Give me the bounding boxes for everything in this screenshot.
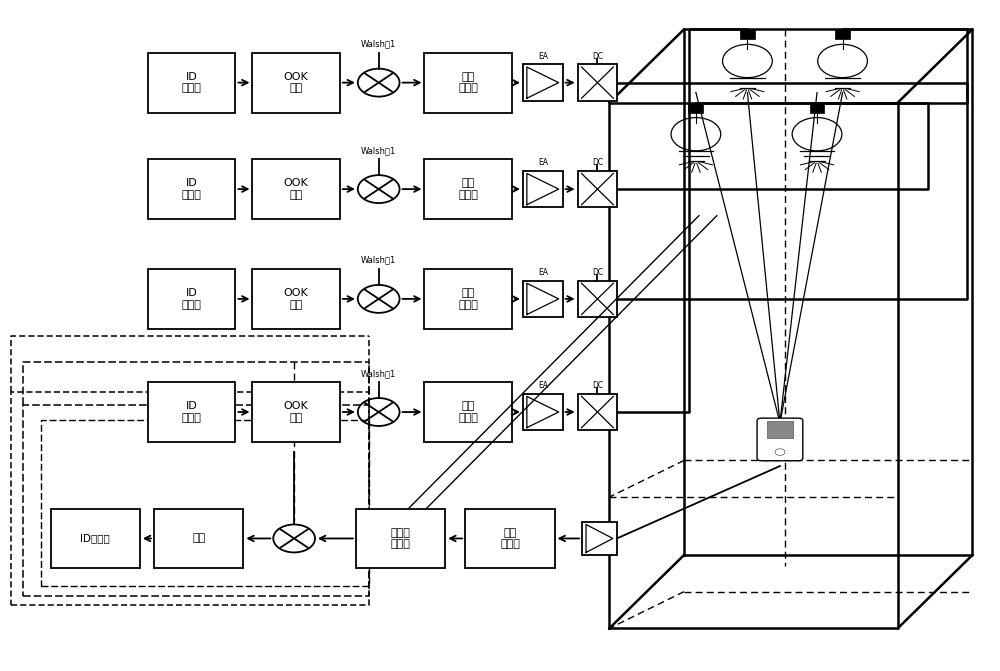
FancyBboxPatch shape (356, 509, 445, 568)
FancyBboxPatch shape (148, 53, 235, 113)
Text: 自适应
滤波器: 自适应 滤波器 (391, 527, 410, 550)
FancyBboxPatch shape (810, 103, 824, 113)
Text: DC: DC (592, 381, 603, 391)
Text: OOK
调制: OOK 调制 (284, 401, 309, 423)
FancyBboxPatch shape (252, 269, 340, 329)
Text: Walsh码1: Walsh码1 (361, 40, 396, 48)
FancyBboxPatch shape (582, 522, 617, 555)
Text: EA: EA (538, 381, 548, 391)
Text: 低通
滤波器: 低通 滤波器 (458, 72, 478, 93)
Text: 解调: 解调 (192, 533, 205, 544)
Text: ID信息流: ID信息流 (80, 533, 110, 544)
Text: DC: DC (592, 158, 603, 167)
Text: 窄带
滤波器: 窄带 滤波器 (500, 527, 520, 550)
FancyBboxPatch shape (523, 171, 563, 207)
FancyBboxPatch shape (767, 421, 793, 438)
FancyBboxPatch shape (148, 159, 235, 219)
FancyBboxPatch shape (424, 382, 512, 442)
Text: EA: EA (538, 52, 548, 61)
FancyBboxPatch shape (523, 280, 563, 317)
Text: ID
信息流: ID 信息流 (182, 401, 202, 423)
FancyBboxPatch shape (252, 382, 340, 442)
Text: ID
信息流: ID 信息流 (182, 288, 202, 310)
Text: OOK
调制: OOK 调制 (284, 178, 309, 200)
FancyBboxPatch shape (424, 159, 512, 219)
FancyBboxPatch shape (424, 53, 512, 113)
Text: Walsh码1: Walsh码1 (361, 146, 396, 155)
Text: 低通
滤波器: 低通 滤波器 (458, 288, 478, 310)
FancyBboxPatch shape (252, 53, 340, 113)
FancyBboxPatch shape (424, 269, 512, 329)
Text: Walsh码1: Walsh码1 (361, 369, 396, 378)
FancyBboxPatch shape (154, 509, 243, 568)
FancyBboxPatch shape (523, 394, 563, 430)
Text: ID
信息流: ID 信息流 (182, 178, 202, 200)
FancyBboxPatch shape (252, 159, 340, 219)
FancyBboxPatch shape (740, 30, 755, 40)
Text: OOK
调制: OOK 调制 (284, 288, 309, 310)
Text: Walsh码1: Walsh码1 (361, 256, 396, 265)
FancyBboxPatch shape (578, 394, 617, 430)
Text: ID
信息流: ID 信息流 (182, 72, 202, 93)
Text: EA: EA (538, 268, 548, 277)
Text: DC: DC (592, 268, 603, 277)
Text: EA: EA (538, 158, 548, 167)
Text: 低通
滤波器: 低通 滤波器 (458, 401, 478, 423)
FancyBboxPatch shape (578, 64, 617, 101)
FancyBboxPatch shape (578, 171, 617, 207)
FancyBboxPatch shape (688, 103, 703, 113)
FancyBboxPatch shape (148, 382, 235, 442)
Text: DC: DC (592, 52, 603, 61)
Text: OOK
调制: OOK 调制 (284, 72, 309, 93)
FancyBboxPatch shape (757, 418, 803, 461)
Text: 低通
滤波器: 低通 滤波器 (458, 178, 478, 200)
FancyBboxPatch shape (51, 509, 140, 568)
FancyBboxPatch shape (465, 509, 555, 568)
FancyBboxPatch shape (148, 269, 235, 329)
FancyBboxPatch shape (835, 30, 850, 40)
FancyBboxPatch shape (523, 64, 563, 101)
FancyBboxPatch shape (578, 280, 617, 317)
